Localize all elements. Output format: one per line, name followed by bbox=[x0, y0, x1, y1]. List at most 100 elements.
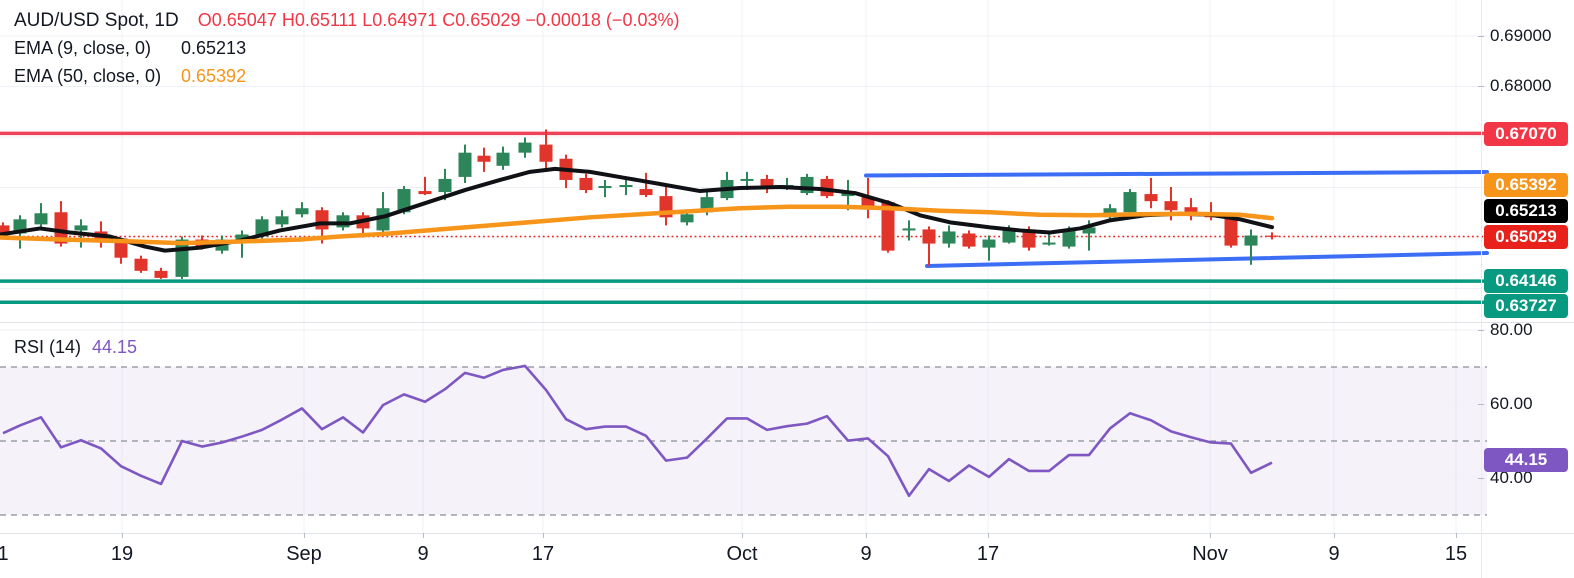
candle-body bbox=[598, 186, 612, 189]
rsi-axis-tick-label[interactable]: 60.00 bbox=[1490, 394, 1533, 413]
ema9-label[interactable]: EMA (9, close, 0) bbox=[14, 38, 152, 58]
candle-body bbox=[154, 270, 168, 278]
ema9-line bbox=[0, 166, 1274, 253]
channel-lower-trendline bbox=[925, 251, 1489, 268]
candle-body bbox=[438, 178, 452, 193]
price-axis-tick bbox=[1478, 86, 1484, 87]
candle-body bbox=[0, 225, 10, 234]
time-axis-label[interactable]: 9 bbox=[860, 543, 872, 565]
time-axis-tick bbox=[988, 533, 989, 538]
candle-body bbox=[1002, 229, 1016, 243]
candle-body bbox=[1224, 217, 1238, 246]
time-axis-tick bbox=[122, 533, 123, 538]
candle-body bbox=[397, 189, 411, 213]
ema50-line bbox=[0, 204, 1275, 246]
candle-body bbox=[1244, 235, 1258, 246]
candle-body bbox=[74, 225, 88, 231]
time-axis-label[interactable]: 1 bbox=[0, 543, 9, 565]
time-axis-label[interactable]: 15 bbox=[1444, 543, 1468, 565]
rsi-axis-tick bbox=[1478, 330, 1484, 331]
ema9-legend-row[interactable]: EMA (9, close, 0) 0.65213 bbox=[14, 34, 679, 62]
symbol-legend-row[interactable]: AUD/USD Spot, 1D O0.65047 H0.65111 L0.64… bbox=[14, 6, 679, 34]
candle-body bbox=[518, 142, 532, 153]
candle-body bbox=[861, 197, 875, 209]
pane-separator[interactable] bbox=[0, 322, 1574, 323]
price-axis-tick-label[interactable]: 0.68000 bbox=[1490, 76, 1552, 96]
candle-body bbox=[902, 228, 916, 231]
candle-body bbox=[619, 184, 633, 188]
candle-body bbox=[496, 152, 510, 166]
candle-body bbox=[1184, 207, 1198, 215]
candle-body bbox=[295, 208, 309, 215]
candle-body bbox=[1164, 201, 1178, 211]
ema50-value: 0.65392 bbox=[181, 66, 247, 86]
time-axis-label[interactable]: Nov bbox=[1192, 543, 1228, 565]
price-axis-badge: 0.67070 bbox=[1484, 121, 1568, 146]
rsi-label[interactable]: RSI (14) bbox=[14, 337, 82, 357]
candle-body bbox=[881, 202, 895, 251]
time-axis-tick bbox=[866, 533, 867, 538]
time-axis-tick bbox=[304, 533, 305, 538]
candle-body bbox=[458, 152, 472, 177]
candle-body bbox=[740, 178, 754, 181]
candle-body bbox=[639, 189, 653, 196]
candle-body bbox=[760, 178, 774, 189]
candle-body bbox=[376, 208, 390, 231]
time-axis-tick bbox=[1456, 533, 1457, 538]
time-axis-label[interactable]: 9 bbox=[417, 543, 429, 565]
symbol-legend[interactable]: AUD/USD Spot, 1D O0.65047 H0.65111 L0.64… bbox=[14, 6, 679, 90]
candle-body bbox=[1144, 194, 1158, 202]
rsi-axis-tick bbox=[1478, 478, 1484, 479]
candle-body bbox=[579, 177, 593, 191]
price-axis-badge: 0.65029 bbox=[1484, 224, 1568, 249]
time-axis-tick bbox=[543, 533, 544, 538]
candle-body bbox=[134, 258, 148, 271]
time-axis-label[interactable]: Oct bbox=[726, 543, 758, 565]
candle-body bbox=[54, 212, 68, 244]
rsi-axis-tick-label[interactable]: 80.00 bbox=[1490, 320, 1533, 339]
ema50-legend-row[interactable]: EMA (50, close, 0) 0.65392 bbox=[14, 62, 679, 90]
candle-body bbox=[1022, 229, 1036, 248]
candle-body bbox=[800, 176, 814, 194]
price-axis-tick-label[interactable]: 0.69000 bbox=[1490, 25, 1552, 45]
time-axis-label[interactable]: 19 bbox=[110, 543, 134, 565]
rsi-axis-tick bbox=[1478, 404, 1484, 405]
price-axis-separator bbox=[1481, 0, 1482, 578]
candle-body bbox=[942, 231, 956, 244]
time-axis-label[interactable]: 17 bbox=[531, 543, 555, 565]
candle-body bbox=[275, 216, 289, 225]
candle-body bbox=[1123, 192, 1137, 213]
symbol-title[interactable]: AUD/USD Spot, 1D bbox=[14, 10, 179, 31]
candle-body bbox=[34, 213, 48, 225]
rsi-legend-row[interactable]: RSI (14) 44.15 bbox=[14, 335, 137, 359]
time-axis-tick bbox=[742, 533, 743, 538]
channel-upper-trendline bbox=[864, 170, 1489, 178]
time-axis-separator bbox=[0, 533, 1574, 534]
price-axis-tick bbox=[1478, 36, 1484, 37]
price-axis-badge: 44.15 bbox=[1484, 448, 1568, 472]
rsi-axis-tick-label[interactable]: 40.00 bbox=[1490, 468, 1533, 487]
ema9-value: 0.65213 bbox=[181, 38, 247, 58]
candle-body bbox=[962, 233, 976, 247]
candle-body bbox=[477, 155, 491, 162]
candle-body bbox=[1062, 229, 1076, 247]
candle-body bbox=[418, 191, 432, 195]
time-axis-label[interactable]: Sep bbox=[286, 543, 322, 565]
candle-body bbox=[922, 229, 936, 244]
time-axis-label[interactable]: 17 bbox=[976, 543, 1000, 565]
candle-body bbox=[1265, 235, 1279, 237]
time-axis-label[interactable]: 9 bbox=[1328, 543, 1340, 565]
time-axis-tick bbox=[1210, 533, 1211, 538]
candle-body bbox=[315, 210, 329, 230]
candle-body bbox=[336, 215, 350, 228]
ema50-label[interactable]: EMA (50, close, 0) bbox=[14, 66, 162, 86]
price-axis-badge: 0.65213 bbox=[1484, 199, 1568, 223]
rsi-line bbox=[2, 364, 1273, 498]
time-axis-tick bbox=[1334, 533, 1335, 538]
ohlc-values: O0.65047 H0.65111 L0.64971 C0.65029 −0.0… bbox=[197, 10, 680, 30]
price-axis-badge: 0.64146 bbox=[1484, 268, 1568, 293]
candle-body bbox=[982, 239, 996, 248]
candle-body bbox=[1082, 227, 1096, 234]
